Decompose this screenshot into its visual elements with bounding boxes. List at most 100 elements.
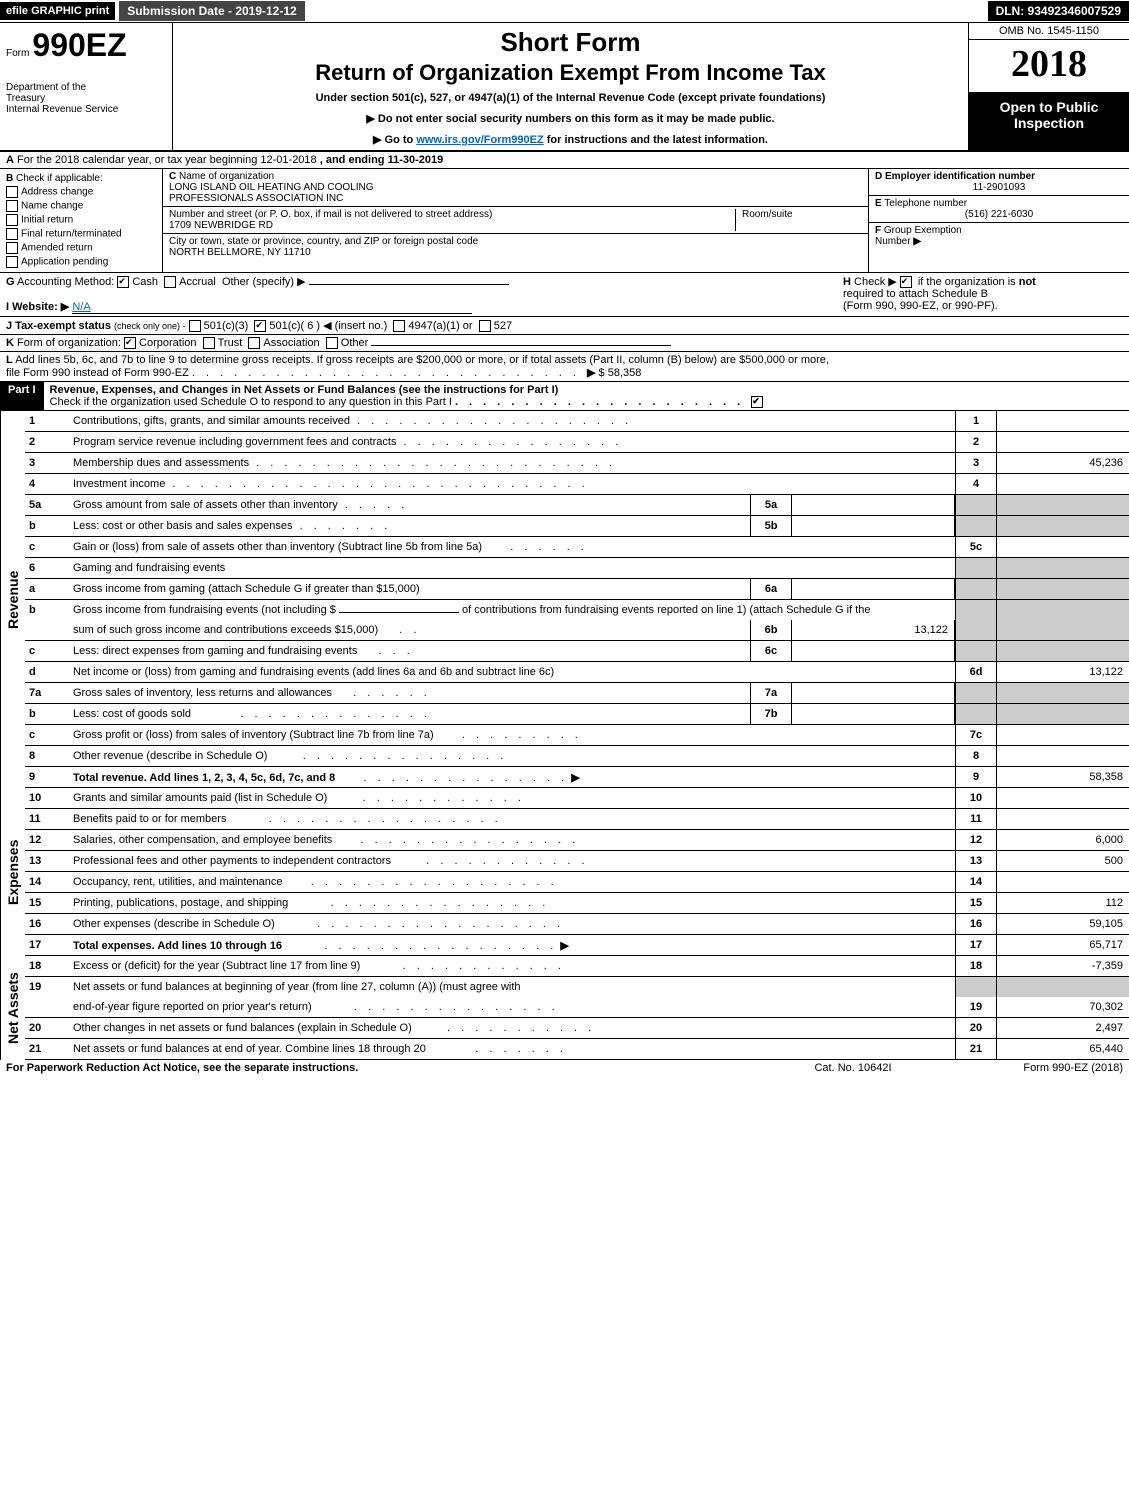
line-desc: Membership dues and assessments . . . . … xyxy=(69,455,955,471)
line-18: 18 Excess or (deficit) for the year (Sub… xyxy=(25,956,1129,977)
h-checkbox[interactable] xyxy=(900,276,912,288)
line-num: b xyxy=(25,706,69,722)
shaded-cell xyxy=(996,683,1129,703)
line-right-val: 59,105 xyxy=(996,914,1129,934)
line-desc: Total expenses. Add lines 10 through 16 … xyxy=(69,937,955,954)
ein-value: 11-2901093 xyxy=(875,182,1123,193)
check-if-label: Check if applicable: xyxy=(16,173,103,184)
line-mid-val xyxy=(792,641,955,661)
line-right-val xyxy=(996,788,1129,808)
line-num: 5a xyxy=(25,497,69,513)
shaded-cell xyxy=(996,558,1129,578)
amended-return-checkbox[interactable] xyxy=(6,242,18,254)
shaded-cell xyxy=(996,600,1129,620)
address-change-checkbox[interactable] xyxy=(6,186,18,198)
l-text2: file Form 990 instead of Form 990-EZ xyxy=(6,367,189,379)
line-14: 14 Occupancy, rent, utilities, and maint… xyxy=(25,872,1129,893)
line-right-num: 3 xyxy=(955,453,996,473)
part1-title: Revenue, Expenses, and Changes in Net As… xyxy=(44,382,1129,410)
trust-checkbox[interactable] xyxy=(203,337,215,349)
line-6b-part1: b Gross income from fundraising events (… xyxy=(25,600,1129,620)
arrow2-suffix: for instructions and the latest informat… xyxy=(547,134,768,146)
label-g: G xyxy=(6,276,15,288)
box-b: B Check if applicable: Address change Na… xyxy=(0,169,163,272)
form-number: 990EZ xyxy=(32,27,126,63)
paperwork-notice: For Paperwork Reduction Act Notice, see … xyxy=(6,1062,763,1074)
label-c: C xyxy=(169,171,176,182)
line-num: c xyxy=(25,727,69,743)
line-5a: 5a Gross amount from sale of assets othe… xyxy=(25,495,1129,516)
line-15: 15 Printing, publications, postage, and … xyxy=(25,893,1129,914)
line-desc: Investment income . . . . . . . . . . . … xyxy=(69,476,955,492)
line-7a: 7a Gross sales of inventory, less return… xyxy=(25,683,1129,704)
4947-checkbox[interactable] xyxy=(393,320,405,332)
other-org-checkbox[interactable] xyxy=(326,337,338,349)
line-num: 19 xyxy=(25,979,69,995)
j-note: (check only one) - xyxy=(114,321,186,331)
application-pending-checkbox[interactable] xyxy=(6,256,18,268)
shaded-cell xyxy=(955,620,996,640)
line-mid-val xyxy=(792,516,955,536)
line-desc: Gross income from gaming (attach Schedul… xyxy=(69,581,750,597)
initial-return-checkbox[interactable] xyxy=(6,214,18,226)
label-e: E xyxy=(875,198,882,209)
527-checkbox[interactable] xyxy=(479,320,491,332)
corporation-checkbox[interactable] xyxy=(124,337,136,349)
fundraising-amount-input[interactable] xyxy=(339,612,459,613)
cash-checkbox[interactable] xyxy=(117,276,129,288)
final-return-checkbox[interactable] xyxy=(6,228,18,240)
shaded-cell xyxy=(955,641,996,661)
line-right-val: 65,717 xyxy=(996,935,1129,955)
final-return-label: Final return/terminated xyxy=(21,229,122,240)
line-desc: Gross income from fundraising events (no… xyxy=(69,602,955,618)
shaded-cell xyxy=(996,620,1129,640)
line-6c: c Less: direct expenses from gaming and … xyxy=(25,641,1129,662)
line-right-val xyxy=(996,474,1129,494)
part1-schedule-o-checkbox[interactable] xyxy=(751,396,763,408)
open-public-text: Open to Public xyxy=(971,99,1127,115)
accounting-method-label: Accounting Method: xyxy=(17,276,114,288)
line-right-num: 18 xyxy=(955,956,996,976)
line-right-num: 1 xyxy=(955,411,996,431)
line-desc: Less: cost or other basis and sales expe… xyxy=(69,518,750,534)
row-a-text: For the 2018 calendar year, or tax year … xyxy=(17,154,317,166)
form-prefix: Form xyxy=(6,48,29,59)
line-num: 17 xyxy=(25,937,69,953)
accrual-checkbox[interactable] xyxy=(164,276,176,288)
association-checkbox[interactable] xyxy=(248,337,260,349)
shaded-cell xyxy=(996,579,1129,599)
row-a-ending: , and ending 11-30-2019 xyxy=(320,154,444,166)
open-to-public: Open to Public Inspection xyxy=(969,93,1129,150)
line-right-num: 21 xyxy=(955,1039,996,1059)
other-specify-input[interactable] xyxy=(309,284,509,285)
line-right-num: 7c xyxy=(955,725,996,745)
line-19-part1: 19 Net assets or fund balances at beginn… xyxy=(25,977,1129,997)
label-a: A xyxy=(6,154,14,166)
line-desc: Grants and similar amounts paid (list in… xyxy=(69,790,955,806)
h-text3: (Form 990, 990-EZ, or 990-PF). xyxy=(843,300,998,312)
line-right-num: 13 xyxy=(955,851,996,871)
website-link[interactable]: N/A xyxy=(72,301,472,314)
4947-label: 4947(a)(1) or xyxy=(408,320,472,332)
group-exemption-label: Group Exemption xyxy=(884,225,962,236)
form-header: Form 990EZ Department of the Treasury In… xyxy=(0,23,1129,152)
dept-line3: Internal Revenue Service xyxy=(6,104,166,115)
other-org-input[interactable] xyxy=(371,345,671,346)
line-mid-num: 6b xyxy=(750,620,792,640)
line-12: 12 Salaries, other compensation, and emp… xyxy=(25,830,1129,851)
association-label: Association xyxy=(263,337,319,349)
line-desc: Less: direct expenses from gaming and fu… xyxy=(69,643,750,659)
name-change-checkbox[interactable] xyxy=(6,200,18,212)
501c-checkbox[interactable] xyxy=(254,320,266,332)
efile-print-button[interactable]: efile GRAPHIC print xyxy=(0,2,115,20)
irs-link[interactable]: www.irs.gov/Form990EZ xyxy=(416,134,543,146)
line-desc: sum of such gross income and contributio… xyxy=(69,622,750,638)
cash-label: Cash xyxy=(132,276,158,288)
line-right-num: 15 xyxy=(955,893,996,913)
line-right-val: 500 xyxy=(996,851,1129,871)
line-desc: Total revenue. Add lines 1, 2, 3, 4, 5c,… xyxy=(69,769,955,786)
501c3-checkbox[interactable] xyxy=(189,320,201,332)
line-right-val: 65,440 xyxy=(996,1039,1129,1059)
line-right-val: -7,359 xyxy=(996,956,1129,976)
telephone-label: Telephone number xyxy=(884,198,967,209)
